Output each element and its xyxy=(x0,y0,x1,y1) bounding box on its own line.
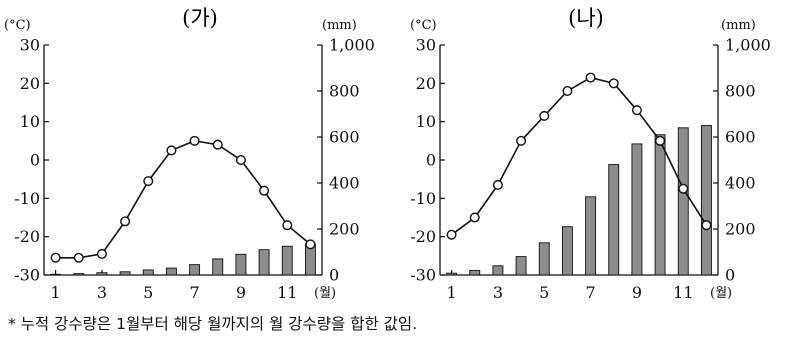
precipitation-bar xyxy=(585,196,597,276)
month-tick-label: 3 xyxy=(493,283,503,302)
precipitation-bar xyxy=(258,249,270,276)
chart-2: (나)(°C) (mm)3020100-10-20-301,00080060040… xyxy=(410,6,771,302)
precipitation-bar xyxy=(165,267,177,276)
month-tick-label: 1 xyxy=(446,283,456,302)
precipitation-bar xyxy=(631,143,643,276)
precipitation-tick-label: 0 xyxy=(725,266,735,285)
temperature-point xyxy=(143,176,154,187)
temperature-tick-label: -10 xyxy=(14,189,40,208)
temperature-unit: (°C) xyxy=(410,18,437,33)
month-tick-label: 7 xyxy=(189,283,199,302)
precipitation-tick-label: 200 xyxy=(329,220,360,239)
temperature-tick-label: -20 xyxy=(410,227,436,246)
precipitation-bar xyxy=(538,242,550,276)
precipitation-bar xyxy=(492,265,504,276)
precipitation-bar xyxy=(469,269,481,276)
month-tick-label: 9 xyxy=(236,283,246,302)
month-unit: (월) xyxy=(710,286,732,301)
month-tick-label: 3 xyxy=(97,283,107,302)
temperature-point xyxy=(305,239,316,250)
precipitation-bar xyxy=(50,273,62,276)
month-tick-label: 9 xyxy=(632,283,642,302)
temperature-point xyxy=(469,212,480,223)
precipitation-tick-label: 200 xyxy=(725,220,756,239)
precipitation-bar xyxy=(281,245,293,276)
temperature-tick-label: -20 xyxy=(14,227,40,246)
month-unit: (월) xyxy=(314,286,336,301)
precipitation-bar xyxy=(96,272,108,276)
chart-title: (가) xyxy=(182,6,218,30)
temperature-point xyxy=(655,135,666,146)
month-tick-label: 7 xyxy=(585,283,595,302)
precipitation-bar xyxy=(212,258,224,276)
precipitation-bar xyxy=(654,134,666,276)
temperature-tick-label: 30 xyxy=(20,36,40,55)
precipitation-bar xyxy=(608,164,620,276)
temperature-point xyxy=(539,110,550,121)
footnote: * 누적 강수량은 1월부터 해당 월까지의 월 강수량을 합한 값임. xyxy=(8,315,418,333)
precipitation-tick-label: 600 xyxy=(329,128,360,147)
precipitation-tick-label: 600 xyxy=(725,128,756,147)
precipitation-tick-label: 400 xyxy=(725,174,756,193)
temperature-point xyxy=(166,145,177,156)
temperature-tick-label: -30 xyxy=(14,266,40,285)
month-tick-label: 5 xyxy=(539,283,549,302)
precipitation-bar xyxy=(561,226,573,276)
temperature-point xyxy=(73,252,84,263)
temperature-point xyxy=(492,179,503,190)
temperature-point xyxy=(189,135,200,146)
precipitation-tick-label: 1,000 xyxy=(725,36,771,55)
temperature-point xyxy=(120,216,131,227)
temperature-line xyxy=(55,139,311,259)
temperature-unit: (°C) xyxy=(4,18,31,33)
temperature-tick-label: 20 xyxy=(20,74,40,93)
temperature-tick-label: 20 xyxy=(416,74,436,93)
precipitation-bar xyxy=(189,264,201,276)
chart-1: (가)(°C) (mm)3020100-10-20-301,00080060040… xyxy=(4,6,375,302)
month-tick-label: 11 xyxy=(277,283,297,302)
temperature-point xyxy=(608,78,619,89)
temperature-point xyxy=(212,139,223,150)
precipitation-bar xyxy=(446,272,458,276)
temperature-point xyxy=(585,72,596,83)
precipitation-bar xyxy=(142,269,154,276)
temperature-point xyxy=(678,183,689,194)
temperature-point xyxy=(96,248,107,259)
precipitation-unit: (mm) xyxy=(721,18,756,33)
temperature-point xyxy=(701,220,712,231)
temperature-tick-label: 10 xyxy=(20,112,40,131)
precipitation-tick-label: 1,000 xyxy=(329,36,375,55)
month-tick-label: 1 xyxy=(50,283,60,302)
temperature-point xyxy=(235,154,246,165)
temperature-tick-label: -10 xyxy=(410,189,436,208)
precipitation-tick-label: 0 xyxy=(329,266,339,285)
precipitation-bar xyxy=(677,127,689,276)
temperature-tick-label: 10 xyxy=(416,112,436,131)
temperature-point xyxy=(631,105,642,116)
precipitation-bar xyxy=(235,253,247,276)
temperature-tick-label: -30 xyxy=(410,266,436,285)
temperature-point xyxy=(50,252,61,263)
precipitation-bar xyxy=(700,125,712,276)
temperature-line xyxy=(451,76,708,236)
temperature-tick-label: 0 xyxy=(30,151,40,170)
precipitation-bar xyxy=(515,256,527,276)
precipitation-tick-label: 800 xyxy=(725,82,756,101)
temperature-point xyxy=(516,135,527,146)
month-tick-label: 11 xyxy=(673,283,693,302)
precipitation-unit: (mm) xyxy=(322,18,357,33)
precipitation-tick-label: 800 xyxy=(329,82,360,101)
chart-title: (나) xyxy=(568,6,604,30)
temperature-point xyxy=(446,229,457,240)
precipitation-bar xyxy=(119,271,131,276)
temperature-point xyxy=(562,85,573,96)
temperature-point xyxy=(282,220,293,231)
month-tick-label: 5 xyxy=(143,283,153,302)
temperature-tick-label: 30 xyxy=(416,36,436,55)
precipitation-tick-label: 400 xyxy=(329,174,360,193)
temperature-point xyxy=(259,185,270,196)
precipitation-bar xyxy=(73,273,85,276)
temperature-tick-label: 0 xyxy=(426,151,436,170)
